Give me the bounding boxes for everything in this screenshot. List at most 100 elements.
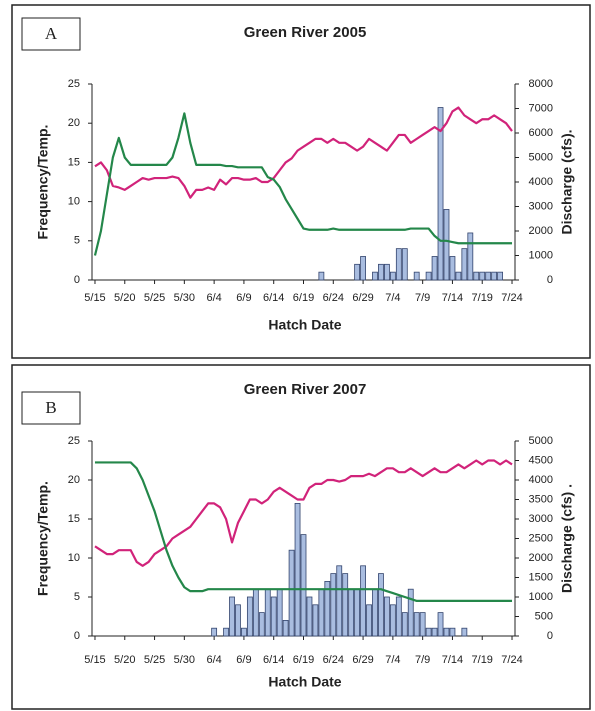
y-tick-label: 25 [68,78,80,90]
x-tick-label: 6/14 [263,292,284,304]
y2-tick-label: 4000 [529,176,553,188]
bar [461,627,468,637]
y2-tick-label: 4500 [529,454,553,466]
x-tick-label: 7/19 [472,292,493,304]
bar [425,627,432,637]
bar [324,581,331,637]
x-tick-label: 6/4 [206,292,221,304]
bar [223,627,229,637]
bar [366,604,372,637]
y-tick-label: 0 [74,274,80,286]
x-tick-label: 7/9 [415,654,430,666]
bar [413,612,420,637]
bar [342,573,349,637]
x-tick-label: 6/4 [206,654,221,666]
bar [360,565,366,637]
x-tick-label: 5/20 [114,654,135,666]
y-tick-label: 20 [68,117,80,129]
x-tick-label: 6/9 [236,292,251,304]
x-tick-label: 7/24 [501,292,522,304]
y-tick-label: 15 [68,513,80,525]
x-tick-label: 6/29 [352,292,373,304]
bar [401,612,408,637]
y2-tick-label: 0 [547,630,553,642]
x-tick-label: 6/19 [293,654,314,666]
panel-label-box [21,17,81,51]
y2-tick-label: 3500 [529,493,553,505]
bar [348,588,355,637]
bar [449,627,456,637]
x-tick-label: 5/30 [174,292,195,304]
line [94,461,513,602]
x-tick-label: 5/25 [144,654,165,666]
y2-tick-label: 2000 [529,225,553,237]
y2-tick-label: 1000 [529,591,553,603]
bar [384,596,390,637]
x-axis-label: Hatch Date [268,674,341,690]
y2-axis-label: Discharge (cfs) . [559,484,575,593]
y2-tick-label: 5000 [529,151,553,163]
bar [330,573,337,637]
bar [360,256,366,281]
x-tick-label: 7/4 [385,654,400,666]
y-tick-label: 10 [68,196,80,208]
bar [449,256,456,281]
bar [300,534,307,637]
chart-title: Green River 2007 [244,381,367,398]
bar [413,271,420,281]
bar [372,588,378,637]
y2-tick-label: 7000 [529,102,553,114]
x-tick-label: 6/24 [323,654,344,666]
bar [318,271,325,281]
y2-tick-label: 1000 [529,249,553,261]
bar [431,627,438,637]
y2-axis-label: Discharge (cfs). [559,129,575,234]
bar [235,604,241,637]
bar [443,209,450,281]
bar [246,596,253,637]
y-tick-label: 20 [68,474,80,486]
y-tick-label: 15 [68,156,80,168]
y2-tick-label: 3000 [529,200,553,212]
y-axis-label: Frequency/Temp. [35,481,51,596]
y-tick-label: 25 [68,435,80,447]
bar [318,588,325,637]
x-tick-label: 5/15 [84,292,105,304]
bar [395,248,402,281]
bar [389,271,396,281]
y-axis-label: Frequency/Temp. [35,125,51,240]
x-tick-label: 7/14 [442,654,463,666]
bar [378,263,384,281]
y2-tick-label: 1500 [529,571,553,583]
bar [241,627,247,637]
panel-label-box [21,391,81,425]
line [94,106,513,199]
bar [485,271,492,281]
bar [389,604,396,637]
bar [467,232,474,281]
y2-tick-label: 8000 [529,78,553,90]
bar [306,596,313,637]
x-axis-label: Hatch Date [268,317,341,333]
y2-tick-label: 0 [547,274,553,286]
y2-tick-label: 500 [535,610,553,622]
x-tick-label: 6/24 [323,292,344,304]
bar [276,588,283,637]
bar [252,588,259,637]
x-tick-label: 7/4 [385,292,400,304]
x-tick-label: 7/9 [415,292,430,304]
x-tick-label: 7/14 [442,292,463,304]
bar [372,271,378,281]
bar [270,596,277,637]
panel-frame [11,364,591,710]
line [93,112,513,256]
bar [497,271,504,281]
bar [443,627,450,637]
y2-tick-label: 4000 [529,474,553,486]
bar [407,588,414,637]
bar [258,612,265,637]
x-tick-label: 5/25 [144,292,165,304]
bar [378,573,384,637]
x-tick-label: 6/9 [236,654,251,666]
